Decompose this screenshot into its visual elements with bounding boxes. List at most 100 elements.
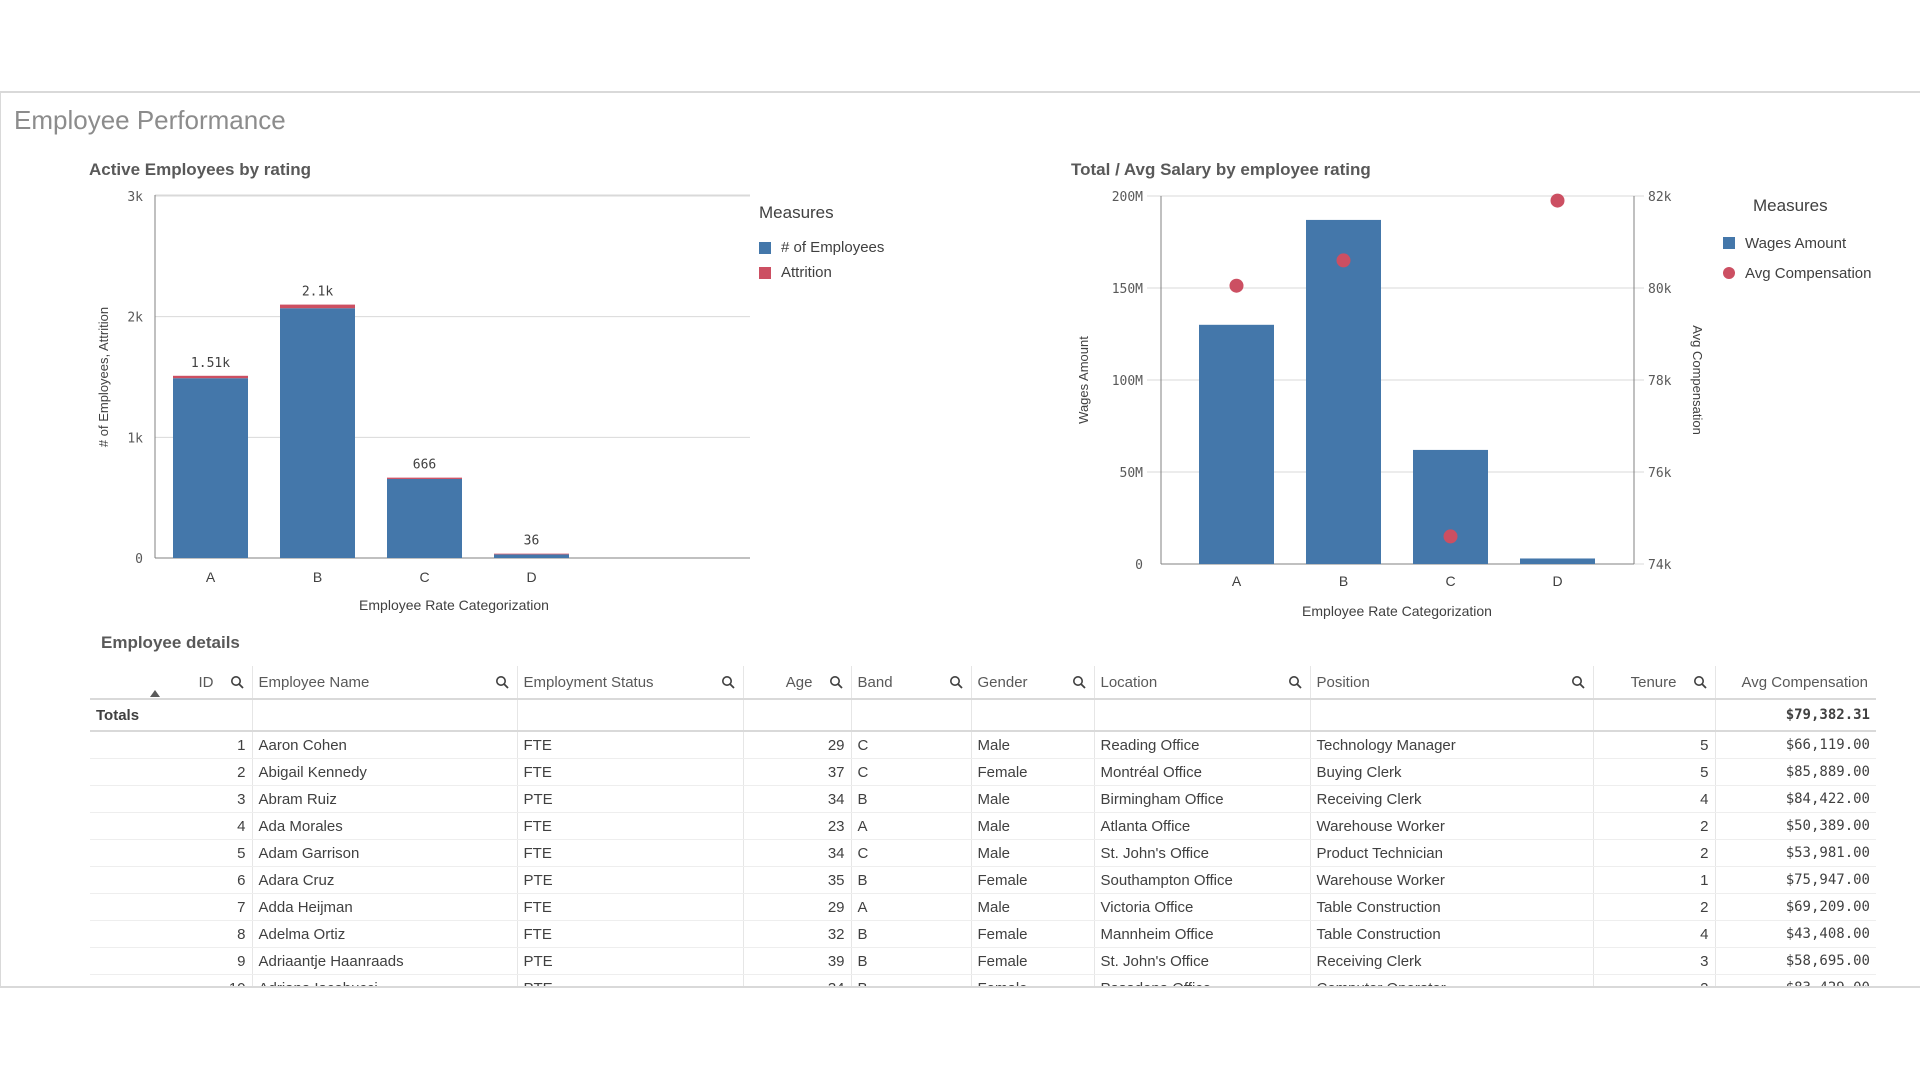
cell-band[interactable]: B (851, 785, 972, 813)
cell-tenure[interactable]: 4 (1593, 785, 1716, 813)
chart2-legend-item-wages[interactable]: Wages Amount (1723, 228, 1871, 258)
cell-id[interactable]: 4 (90, 812, 253, 840)
search-icon[interactable] (949, 675, 963, 689)
cell-position[interactable]: Computer Operator (1310, 974, 1594, 986)
cell-employment-status[interactable]: FTE (517, 920, 744, 948)
cell-age[interactable]: 37 (743, 758, 852, 786)
cell-gender[interactable]: Female (971, 974, 1095, 986)
cell-age[interactable]: 29 (743, 731, 852, 759)
search-icon[interactable] (1288, 675, 1302, 689)
cell-tenure[interactable]: 3 (1593, 947, 1716, 975)
table-row[interactable]: 4 Ada Morales FTE 23 A Male Atlanta Office Ware… (90, 812, 1876, 840)
cell-avg-compensation[interactable]: $85,889.00 (1715, 758, 1876, 786)
cell-employee-name[interactable]: Adda Heijman (252, 893, 518, 921)
cell-avg-compensation[interactable]: $83,429.00 (1715, 974, 1876, 986)
column-header-gender[interactable]: Gender (971, 666, 1095, 700)
cell-id[interactable]: 10 (90, 974, 253, 986)
cell-position[interactable]: Table Construction (1310, 893, 1594, 921)
sort-ascending-icon[interactable] (150, 690, 160, 697)
cell-location[interactable]: St. John's Office (1094, 947, 1311, 975)
cell-band[interactable]: B (851, 947, 972, 975)
cell-position[interactable]: Table Construction (1310, 920, 1594, 948)
cell-employment-status[interactable]: FTE (517, 758, 744, 786)
cell-employment-status[interactable]: FTE (517, 839, 744, 867)
cell-gender[interactable]: Female (971, 866, 1095, 894)
cell-employment-status[interactable]: FTE (517, 812, 744, 840)
search-icon[interactable] (230, 675, 244, 689)
cell-employee-name[interactable]: Abram Ruiz (252, 785, 518, 813)
cell-band[interactable]: B (851, 920, 972, 948)
cell-employment-status[interactable]: PTE (517, 866, 744, 894)
cell-age[interactable]: 39 (743, 947, 852, 975)
cell-employee-name[interactable]: Ada Morales (252, 812, 518, 840)
cell-id[interactable]: 8 (90, 920, 253, 948)
cell-position[interactable]: Receiving Clerk (1310, 947, 1594, 975)
cell-avg-compensation[interactable]: $66,119.00 (1715, 731, 1876, 759)
cell-location[interactable]: Southampton Office (1094, 866, 1311, 894)
cell-tenure[interactable]: 4 (1593, 920, 1716, 948)
table-row[interactable]: 2 Abigail Kennedy FTE 37 C Female Montréal Off… (90, 758, 1876, 786)
cell-position[interactable]: Warehouse Worker (1310, 812, 1594, 840)
cell-age[interactable]: 23 (743, 812, 852, 840)
cell-avg-compensation[interactable]: $75,947.00 (1715, 866, 1876, 894)
cell-avg-compensation[interactable]: $84,422.00 (1715, 785, 1876, 813)
cell-age[interactable]: 32 (743, 920, 852, 948)
column-header-location[interactable]: Location (1094, 666, 1311, 700)
chart2-plot[interactable]: 0 50M 100M 150M 200M 74k 76k 78k 80k 82k A B C D Emplo… (1, 93, 1920, 653)
cell-employee-name[interactable]: Adara Cruz (252, 866, 518, 894)
cell-gender[interactable]: Male (971, 785, 1095, 813)
search-icon[interactable] (1072, 675, 1086, 689)
cell-tenure[interactable]: 1 (1593, 866, 1716, 894)
cell-position[interactable]: Product Technician (1310, 839, 1594, 867)
table-row[interactable]: 1 Aaron Cohen FTE 29 C Male Reading Office Tech… (90, 731, 1876, 759)
table-row[interactable]: 6 Adara Cruz PTE 35 B Female Southampton Offic… (90, 866, 1876, 894)
chart2-legend[interactable]: Measures Wages Amount Avg Compensation (1723, 196, 1871, 288)
cell-id[interactable]: 6 (90, 866, 253, 894)
cell-employment-status[interactable]: FTE (517, 731, 744, 759)
table-row[interactable]: 8 Adelma Ortiz FTE 32 B Female Mannheim Office… (90, 920, 1876, 948)
cell-id[interactable]: 3 (90, 785, 253, 813)
cell-tenure[interactable]: 5 (1593, 758, 1716, 786)
cell-tenure[interactable]: 2 (1593, 974, 1716, 986)
cell-gender[interactable]: Female (971, 920, 1095, 948)
chart1-legend[interactable]: Measures # of Employees Attrition (759, 203, 884, 285)
cell-age[interactable]: 34 (743, 974, 852, 986)
cell-location[interactable]: Victoria Office (1094, 893, 1311, 921)
cell-avg-compensation[interactable]: $50,389.00 (1715, 812, 1876, 840)
cell-id[interactable]: 1 (90, 731, 253, 759)
cell-age[interactable]: 29 (743, 893, 852, 921)
cell-position[interactable]: Receiving Clerk (1310, 785, 1594, 813)
cell-employee-name[interactable]: Adriaantje Haanraads (252, 947, 518, 975)
cell-band[interactable]: B (851, 866, 972, 894)
column-header-avg-compensation[interactable]: Avg Compensation (1715, 666, 1876, 700)
column-header-employee-name[interactable]: Employee Name (252, 666, 518, 700)
column-header-age[interactable]: Age (743, 666, 852, 700)
cell-band[interactable]: C (851, 731, 972, 759)
search-icon[interactable] (1571, 675, 1585, 689)
cell-gender[interactable]: Female (971, 947, 1095, 975)
cell-location[interactable]: Reading Office (1094, 731, 1311, 759)
cell-employee-name[interactable]: Adriana Iacobucci (252, 974, 518, 986)
cell-employee-name[interactable]: Abigail Kennedy (252, 758, 518, 786)
cell-gender[interactable]: Male (971, 731, 1095, 759)
chart1-legend-item-attrition[interactable]: Attrition (759, 260, 884, 285)
search-icon[interactable] (829, 675, 843, 689)
cell-tenure[interactable]: 2 (1593, 812, 1716, 840)
cell-band[interactable]: A (851, 893, 972, 921)
cell-band[interactable]: C (851, 839, 972, 867)
cell-location[interactable]: Pasadena Office (1094, 974, 1311, 986)
cell-location[interactable]: Montréal Office (1094, 758, 1311, 786)
cell-band[interactable]: A (851, 812, 972, 840)
employee-details-table[interactable]: ID Employee Name Employment Status Age B… (90, 666, 1876, 986)
cell-location[interactable]: Birmingham Office (1094, 785, 1311, 813)
cell-id[interactable]: 5 (90, 839, 253, 867)
table-row[interactable]: 9 Adriaantje Haanraads PTE 39 B Female St. Joh… (90, 947, 1876, 975)
cell-gender[interactable]: Male (971, 812, 1095, 840)
cell-employment-status[interactable]: FTE (517, 893, 744, 921)
table-row[interactable]: 3 Abram Ruiz PTE 34 B Male Birmingham Office Re… (90, 785, 1876, 813)
cell-age[interactable]: 34 (743, 839, 852, 867)
table-row[interactable]: 7 Adda Heijman FTE 29 A Male Victoria Office Ta… (90, 893, 1876, 921)
cell-gender[interactable]: Male (971, 839, 1095, 867)
cell-employee-name[interactable]: Aaron Cohen (252, 731, 518, 759)
cell-band[interactable]: C (851, 758, 972, 786)
